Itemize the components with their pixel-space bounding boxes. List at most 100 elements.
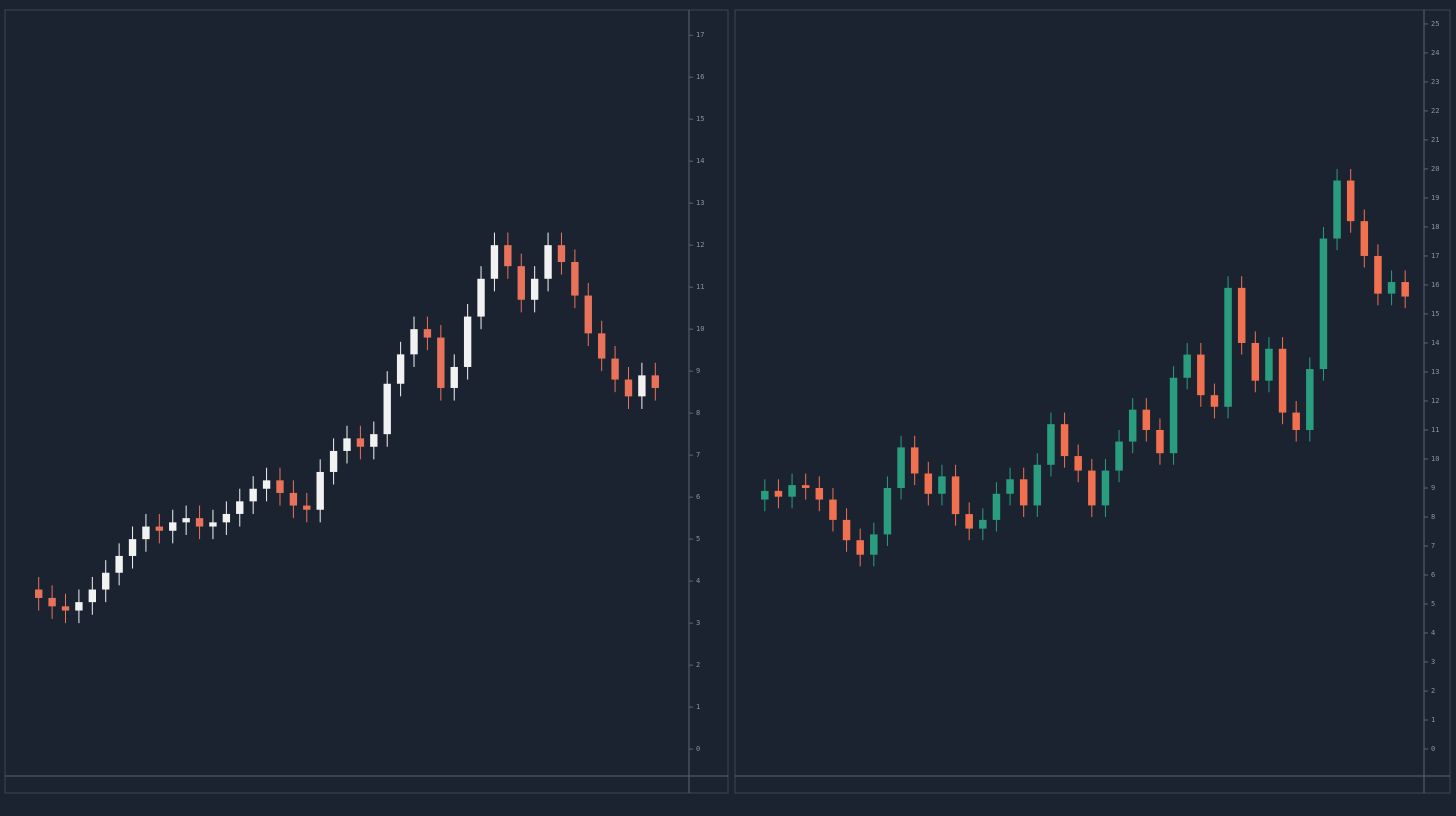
candle-body [222,513,231,523]
candle-body [182,518,190,523]
y-tick-label: 9 [696,367,700,375]
candle-body [924,473,933,494]
candle-body [477,278,485,317]
candle-body [1251,342,1260,381]
candle-body [1210,395,1219,407]
y-tick-label: 13 [696,199,704,207]
candle-body [1060,424,1069,457]
y-tick-label: 23 [1431,78,1439,86]
y-tick-label: 9 [1431,484,1435,492]
candle-body [1224,287,1232,407]
y-tick-label: 10 [696,325,704,333]
candle-body [584,295,592,334]
y-tick-label: 0 [1431,745,1435,753]
candle-body [530,278,539,300]
candle-body [557,245,566,262]
candle-body [897,447,905,488]
candle-body [128,539,137,556]
candle-body [1374,255,1382,294]
candle-body [1387,282,1396,294]
candle-body [1019,479,1028,506]
candle-body [597,333,606,359]
candle-body [410,329,418,355]
candle-body [1115,441,1123,471]
candle-body [856,540,864,555]
y-tick-label: 24 [1431,49,1439,57]
y-tick-label: 1 [696,703,700,711]
candle-body [517,266,525,300]
candle-body [75,602,83,611]
candle-body [815,487,824,500]
candle-body [61,606,70,611]
candle-body [1265,348,1273,381]
candle-body [1088,470,1096,506]
y-tick-label: 3 [1431,658,1435,666]
y-tick-label: 4 [696,577,700,585]
candle-body [1033,464,1042,506]
candle-body [870,534,878,555]
candle-body [1346,180,1355,222]
candle-body [370,434,378,447]
candle-body [195,518,204,527]
candle-body [490,245,499,279]
right-panel [734,9,1451,794]
candle-body [842,519,851,541]
candle-body [249,488,257,502]
y-tick-label: 14 [1431,339,1439,347]
candle-body [437,337,445,388]
candle-body [965,514,973,529]
candle-body [356,438,365,447]
candle-body [1047,424,1055,465]
candle-body [48,597,56,607]
y-tick-label: 17 [1431,252,1439,260]
candle-body [761,490,769,500]
candle-body [303,505,311,510]
candle-body [88,589,97,603]
candle-body [1006,479,1014,494]
candle-body [1360,221,1369,256]
y-tick-label: 1 [1431,716,1435,724]
y-tick-label: 5 [1431,600,1435,608]
candle-body [155,526,164,531]
candle-body [450,366,458,388]
y-tick-label: 3 [696,619,700,627]
candle-body [1101,470,1110,506]
candle-body [504,245,512,267]
y-tick-label: 12 [1431,397,1439,405]
y-tick-label: 21 [1431,136,1439,144]
candle-body [343,438,351,451]
candle-body [142,526,150,540]
candle-body [262,480,271,489]
candle-body [571,261,579,296]
candle-body [329,450,338,472]
candle-body [35,589,43,598]
y-tick-label: 12 [696,241,704,249]
y-tick-label: 17 [696,31,704,39]
candle-body [774,490,783,497]
candle-body [1142,409,1151,430]
candle-body [611,358,619,380]
candle-body [1278,348,1287,413]
candle-body [102,572,110,590]
y-tick-label: 11 [1431,426,1439,434]
candle-body [1333,180,1341,239]
candle-body [169,522,177,531]
candle-body [1156,429,1164,454]
candle-body [979,519,987,529]
candle-body [209,522,217,527]
y-tick-label: 5 [696,535,700,543]
candle-body [236,501,244,514]
y-tick-label: 7 [696,451,700,459]
candle-body [951,476,960,515]
candle-body [544,245,552,279]
y-tick-label: 16 [696,73,704,81]
y-tick-label: 11 [696,283,704,291]
y-tick-label: 15 [1431,310,1439,318]
y-tick-label: 25 [1431,20,1439,28]
candle-body [910,447,919,474]
y-tick-label: 0 [696,745,700,753]
candle-body [1169,377,1178,454]
candle-body [1401,282,1409,297]
